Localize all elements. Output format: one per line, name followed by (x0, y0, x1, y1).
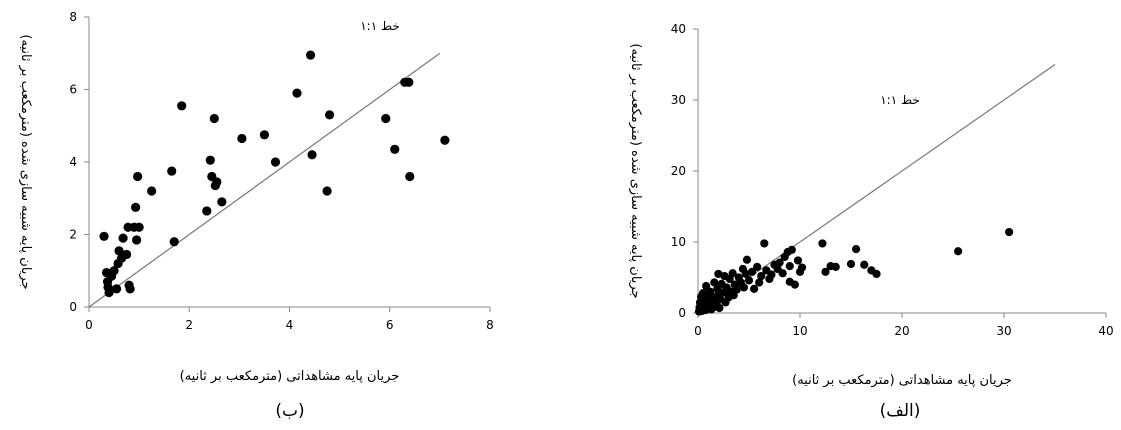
y-axis-label: جریان پایه شبیه سازی شده (مترمکعب بر ثان… (628, 43, 643, 298)
data-point (790, 280, 800, 289)
data-point (390, 144, 400, 154)
data-point (797, 263, 807, 272)
y-tick-label: 0 (678, 306, 686, 320)
x-axis-label: جریان پایه مشاهداتی (مترمکعب بر ثانیه) (792, 373, 1012, 388)
x-tick-label: 40 (1098, 324, 1113, 338)
x-tick-label: 2 (185, 318, 193, 332)
data-point (205, 155, 215, 165)
data-point (114, 246, 124, 256)
data-point (212, 177, 222, 187)
y-tick-label: 8 (69, 10, 77, 24)
y-tick-label: 6 (69, 83, 77, 97)
data-point (778, 269, 787, 278)
data-point (440, 135, 450, 145)
data-point (767, 270, 776, 279)
x-tick-label: 0 (85, 318, 93, 332)
data-point (757, 271, 766, 281)
data-point (131, 202, 141, 212)
data-point (237, 133, 247, 144)
data-point (793, 256, 803, 265)
data-point (785, 262, 794, 271)
data-point (750, 284, 759, 293)
panel-label: (ب) (275, 401, 304, 421)
data-point (121, 249, 132, 260)
y-tick-label: 30 (671, 93, 686, 107)
data-point (818, 239, 827, 248)
data-point (852, 245, 861, 254)
y-tick-label: 2 (69, 228, 77, 242)
panel-label: (الف) (880, 401, 921, 421)
data-point (104, 287, 114, 298)
data-point (860, 260, 869, 269)
data-point (133, 171, 143, 182)
data-point (132, 235, 142, 245)
data-point (322, 186, 332, 196)
data-point (177, 101, 187, 111)
x-tick-label: 0 (694, 324, 702, 338)
data-point (109, 266, 119, 276)
data-point (118, 233, 128, 243)
y-tick-label: 40 (671, 22, 686, 36)
data-point (292, 88, 302, 98)
data-point (134, 222, 144, 232)
data-point (270, 157, 281, 167)
data-point (775, 258, 784, 267)
data-point (99, 231, 109, 241)
data-point (381, 113, 391, 124)
data-point (1005, 227, 1014, 237)
x-tick-label: 10 (792, 324, 807, 338)
y-tick-label: 4 (69, 155, 77, 169)
x-tick-label: 20 (894, 324, 909, 338)
data-point (307, 150, 317, 160)
data-point (710, 278, 719, 287)
data-point (111, 284, 122, 294)
data-point (305, 50, 316, 60)
one-to-one-line (88, 52, 441, 308)
data-point (147, 186, 157, 196)
y-tick-label: 10 (671, 235, 686, 249)
data-point (742, 255, 752, 264)
data-point (760, 239, 769, 248)
chart-b: 0 2 4 6 8 0 2 4 6 8 خط ۱:۱ جریان پایه مشاهداتی (متر… (18, 10, 494, 421)
data-point (872, 269, 881, 279)
data-point (167, 166, 177, 176)
x-tick-label: 30 (996, 324, 1011, 338)
data-point (125, 284, 135, 294)
data-point (169, 237, 179, 247)
y-tick-label: 0 (69, 300, 77, 314)
y-tick-label: 20 (671, 164, 686, 178)
x-axis-label: جریان پایه مشاهداتی (مترمکعب بر ثانیه) (180, 369, 400, 384)
data-point (702, 281, 711, 291)
data-point (217, 197, 227, 207)
data-point (404, 77, 414, 87)
data-point (846, 259, 856, 269)
data-point (831, 262, 840, 271)
data-point (821, 267, 830, 276)
data-point (405, 171, 415, 182)
data-point (753, 262, 762, 271)
line-annotation: خط ۱:۱ (880, 93, 920, 107)
x-tick-label: 8 (486, 318, 494, 332)
data-point (715, 303, 724, 313)
data-point (209, 113, 219, 124)
chart-alef: 0 10 20 30 40 0 10 20 30 40 خط ۱:۱ جریان پایه مشاهد… (628, 22, 1114, 421)
data-point (747, 267, 757, 276)
line-annotation: خط ۱:۱ (360, 19, 400, 33)
one-to-one-line (697, 64, 1056, 314)
data-point (728, 269, 737, 278)
y-axis-label: جریان پایه شبیه سازی شده (مترمکعب بر ثان… (18, 34, 33, 289)
data-point (259, 130, 270, 140)
data-point (325, 110, 335, 120)
data-point (787, 245, 796, 254)
x-tick-label: 4 (286, 318, 294, 332)
data-point (739, 283, 749, 292)
data-point (954, 247, 963, 256)
data-point (755, 278, 764, 287)
data-point (744, 276, 754, 285)
x-tick-label: 6 (386, 318, 394, 332)
data-point (202, 206, 212, 216)
data-point (732, 285, 741, 294)
